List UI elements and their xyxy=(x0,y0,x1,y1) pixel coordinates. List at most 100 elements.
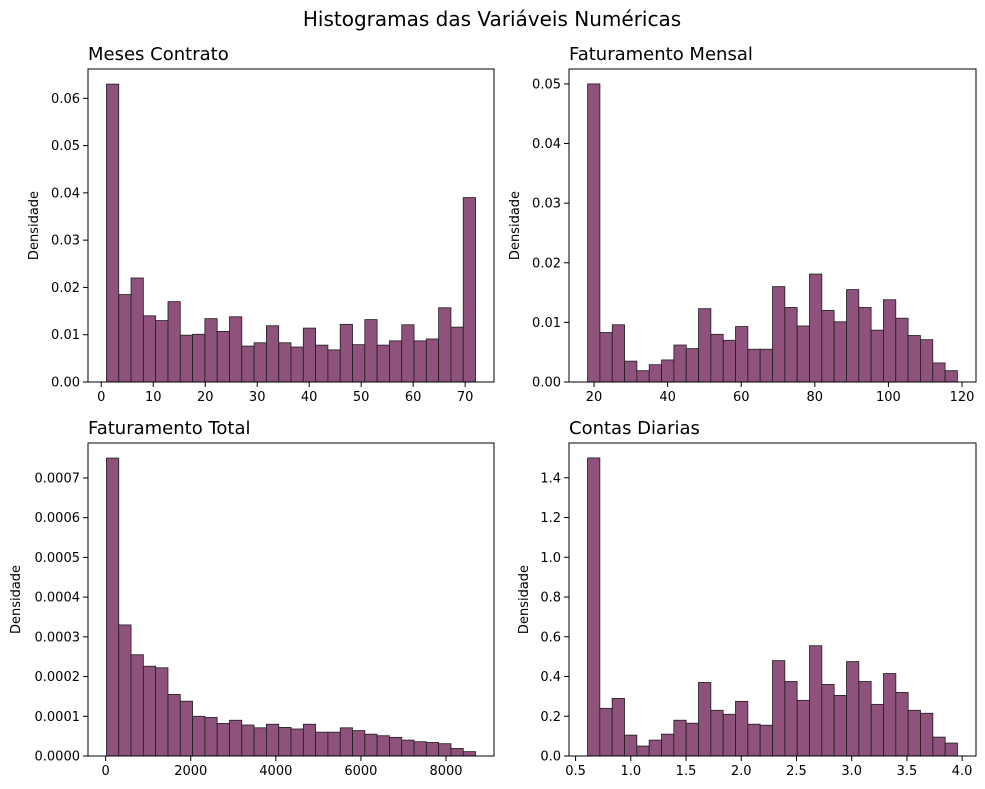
histogram-bar xyxy=(895,692,909,757)
y-tick-label: 0.0003 xyxy=(35,630,81,645)
subplot-title: Contas Diarias xyxy=(569,418,700,439)
histogram-bar xyxy=(907,335,921,383)
x-tick-label: 4.0 xyxy=(952,764,973,779)
histogram-bar xyxy=(636,370,650,383)
histogram-bar xyxy=(772,286,786,383)
histogram-bar xyxy=(895,317,909,383)
axes-frame xyxy=(87,442,495,757)
histogram-bar xyxy=(302,723,317,757)
histogram-bar xyxy=(796,699,810,757)
histogram-bar xyxy=(599,707,613,757)
y-tick-label: 0.0004 xyxy=(35,591,81,606)
axes-frame xyxy=(568,442,977,757)
y-tick-label: 1.4 xyxy=(540,471,561,486)
histogram-bar xyxy=(710,709,724,757)
histogram-bar xyxy=(179,700,193,757)
histogram-bar xyxy=(907,709,921,757)
histogram-bar xyxy=(216,331,230,383)
histogram-bar xyxy=(413,741,427,757)
x-tick-label: 40 xyxy=(301,390,318,405)
histogram-bar xyxy=(648,739,662,757)
histogram-bar xyxy=(462,751,476,757)
histogram-bar xyxy=(698,308,712,383)
y-tick-label: 0.04 xyxy=(51,186,80,201)
histogram-bar xyxy=(413,340,427,383)
histogram-bar xyxy=(192,715,206,757)
x-tick-label: 2.5 xyxy=(786,764,807,779)
histogram-bar xyxy=(796,325,810,383)
x-tick-label: 3.5 xyxy=(897,764,918,779)
histogram-bar xyxy=(735,700,749,757)
histogram-bar xyxy=(352,344,366,383)
histogram-bar xyxy=(611,324,625,383)
y-axis-label: Densidade xyxy=(517,565,532,634)
histogram-bar xyxy=(809,645,823,757)
x-tick-label: 50 xyxy=(353,390,370,405)
histogram-bar xyxy=(155,667,169,757)
x-tick-label: 20 xyxy=(197,390,214,405)
histogram-bar xyxy=(265,325,280,383)
y-tick-label: 0.6 xyxy=(540,630,561,645)
histogram-bar xyxy=(611,697,625,757)
histogram-bar xyxy=(759,348,773,383)
histogram-bar xyxy=(327,731,341,757)
y-tick-label: 0.05 xyxy=(51,139,80,154)
histogram-bar xyxy=(858,307,872,383)
histogram-bar xyxy=(450,326,464,383)
subplot-1: 0 10 20 30 40 50 60 70 0.00 0.01 0.02 0.03 0.04 0.05 0… xyxy=(27,44,495,405)
histogram-bar xyxy=(759,724,773,757)
x-tick-label: 40 xyxy=(659,390,676,405)
histogram-bar xyxy=(624,360,638,383)
histogram-bar xyxy=(673,719,687,757)
x-tick-label: 10 xyxy=(145,390,162,405)
histogram-bar xyxy=(587,457,601,757)
y-axis-label: Densidade xyxy=(9,565,24,634)
y-tick-label: 0.0002 xyxy=(35,670,81,685)
y-tick-label: 0.04 xyxy=(532,137,561,152)
x-tick-label: 0.5 xyxy=(565,764,586,779)
histogram-bar xyxy=(241,345,255,383)
histogram-bar xyxy=(389,340,403,383)
x-tick-label: 1.0 xyxy=(620,764,641,779)
histogram-bar xyxy=(846,661,860,757)
y-tick-label: 0.06 xyxy=(51,92,80,107)
histogram-bar xyxy=(438,307,452,383)
histogram-bar xyxy=(364,733,378,757)
histogram-bar xyxy=(883,299,897,383)
y-tick-label: 0.01 xyxy=(51,328,80,343)
histogram-bar xyxy=(339,323,353,383)
x-tick-label: 0 xyxy=(97,390,105,405)
y-tick-label: 0.03 xyxy=(532,197,561,212)
histogram-bar xyxy=(883,673,897,757)
histogram-bar xyxy=(266,723,280,757)
histogram-bar xyxy=(932,362,946,383)
histogram-bar xyxy=(944,742,958,757)
x-tick-label: 3.0 xyxy=(841,764,862,779)
y-tick-label: 0.0001 xyxy=(35,710,81,725)
y-tick-label: 0.0 xyxy=(540,750,561,765)
histogram-bar xyxy=(118,294,132,383)
histogram-bar xyxy=(450,748,464,757)
y-tick-label: 0.4 xyxy=(540,670,561,685)
x-tick-label: 2000 xyxy=(174,764,207,779)
y-axis-label: Densidade xyxy=(508,191,523,260)
histogram-bar xyxy=(587,83,601,383)
histogram-bar xyxy=(809,273,823,383)
subplot-4: 0.5 1.0 1.5 2.0 2.5 3.0 3.5 4.0 0.0 0.2 0.4 0.6 0.8 1… xyxy=(517,418,977,779)
x-tick-label: 60 xyxy=(405,390,422,405)
histogram-bar xyxy=(130,654,144,757)
histogram-bar xyxy=(142,315,157,383)
histogram-bar xyxy=(722,339,736,383)
x-tick-label: 120 xyxy=(950,390,975,405)
y-tick-label: 0.0007 xyxy=(35,471,81,486)
x-tick-label: 30 xyxy=(249,390,266,405)
histogram-bar xyxy=(142,665,157,757)
x-tick-label: 70 xyxy=(457,390,474,405)
histogram-bar xyxy=(241,724,255,757)
y-tick-label: 0.05 xyxy=(532,77,561,92)
axes-frame xyxy=(87,68,495,383)
histogram-bar xyxy=(648,364,662,383)
histogram-bar xyxy=(870,703,884,757)
histogram-bar xyxy=(858,681,872,757)
x-tick-label: 6000 xyxy=(344,764,377,779)
